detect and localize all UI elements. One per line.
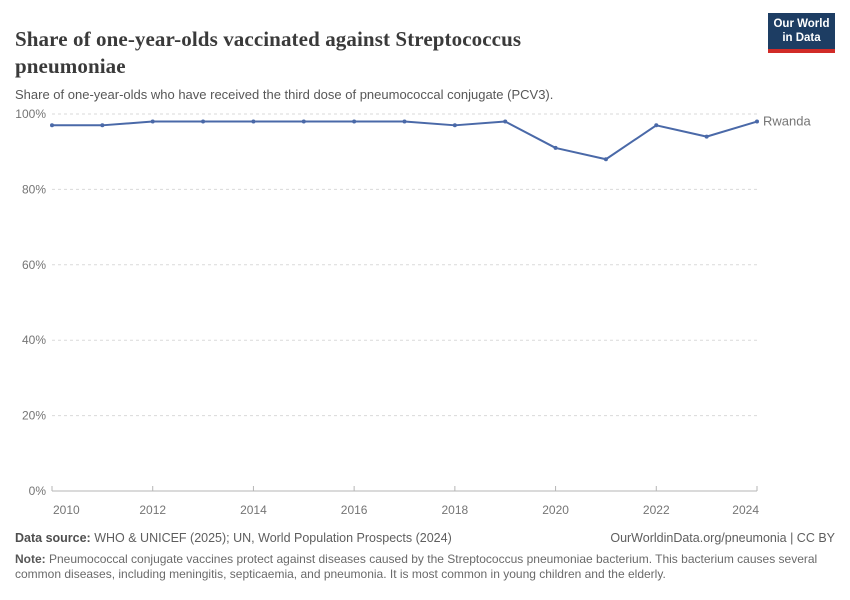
data-point[interactable] (352, 119, 357, 124)
note-text: Pneumococcal conjugate vaccines protect … (15, 552, 818, 581)
owid-logo[interactable]: Our World in Data (768, 13, 835, 53)
data-point[interactable] (201, 119, 206, 124)
data-source-text: Data source: WHO & UNICEF (2025); UN, Wo… (15, 531, 452, 545)
data-point[interactable] (402, 119, 407, 124)
y-tick-label: 0% (29, 484, 47, 498)
x-tick-label: 2024 (732, 503, 759, 517)
x-tick-label: 2020 (542, 503, 569, 517)
y-tick-label: 60% (22, 258, 46, 272)
data-point[interactable] (150, 119, 155, 124)
data-point[interactable] (251, 119, 256, 124)
page-title: Share of one-year-olds vaccinated agains… (15, 27, 522, 79)
series-line[interactable] (51, 120, 758, 161)
x-tick-label: 2018 (442, 503, 469, 517)
data-point[interactable] (654, 123, 659, 128)
note-label: Note: (15, 552, 46, 566)
y-tick-label: 20% (22, 409, 46, 423)
y-tick-label: 40% (22, 333, 46, 347)
owid-logo-text: Our World in Data (773, 17, 830, 44)
x-tick-label: 2010 (53, 503, 80, 517)
footer-sources-row: Data source: WHO & UNICEF (2025); UN, Wo… (15, 531, 835, 545)
chart-subtitle: Share of one-year-olds who have received… (15, 87, 554, 102)
entity-label[interactable]: Rwanda (763, 114, 811, 129)
footer-note: Note: Pneumococcal conjugate vaccines pr… (15, 552, 835, 582)
data-point[interactable] (301, 119, 306, 124)
data-point[interactable] (50, 123, 54, 128)
data-point[interactable] (603, 157, 608, 162)
x-tick-label: 2014 (240, 503, 267, 517)
owid-url-link[interactable]: OurWorldinData.org/pneumonia | CC BY (610, 531, 835, 545)
x-tick-label: 2012 (139, 503, 166, 517)
data-point[interactable] (755, 119, 759, 124)
y-tick-label: 80% (22, 182, 46, 196)
data-point[interactable] (553, 145, 558, 150)
data-point[interactable] (452, 123, 457, 128)
x-tick-label: 2022 (643, 503, 670, 517)
data-point[interactable] (100, 123, 105, 128)
data-point[interactable] (503, 119, 508, 124)
data-point[interactable] (704, 134, 709, 139)
line-chart-svg[interactable]: 0% 20% 40% 60% 80% 100% 2010 2012 2014 2016 2018 20… (0, 0, 850, 527)
data-source-label: Data source: (15, 531, 91, 545)
y-tick-label: 100% (15, 107, 46, 121)
x-tick-label: 2016 (341, 503, 368, 517)
